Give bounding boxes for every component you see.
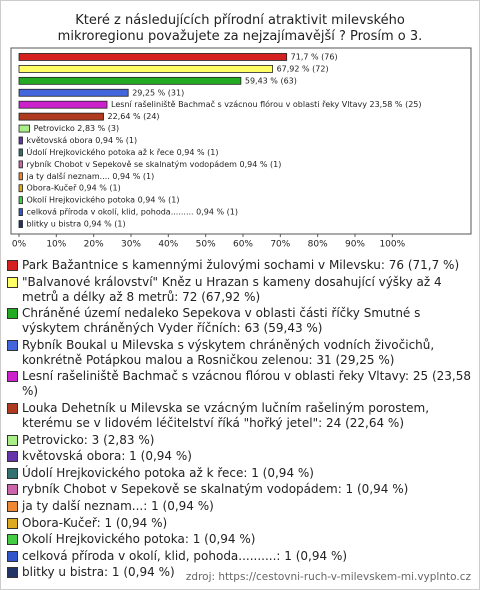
- value-label: 71,7 % (76): [291, 52, 338, 61]
- legend-label: Park Bažantnice s kamennými žulovými soc…: [22, 258, 460, 272]
- bar: [18, 88, 129, 97]
- legend-swatch: [7, 550, 18, 562]
- value-label: celková příroda v okolí, klid, pohoda...…: [27, 208, 238, 217]
- legend-label: blitky u bistra: 1 (0,94 %): [22, 565, 175, 580]
- legend-item: Lesní rašeliniště Bachmač s vzácnou flór…: [7, 369, 473, 399]
- bar: [18, 136, 23, 145]
- bar: [18, 172, 23, 181]
- legend-item: Louka Dehetník u Milevska se vzácným luč…: [7, 401, 473, 431]
- value-label: Údolí Hrejkovického potoka až k řece 0,9…: [27, 146, 219, 157]
- legend-label: celková příroda v okolí, klid, pohoda...…: [22, 548, 348, 563]
- x-tick-label: 60%: [233, 240, 253, 250]
- legend-label: rybník Chobot v Sepekově se skalnatým vo…: [22, 482, 409, 497]
- x-tick-label: 80%: [308, 240, 328, 250]
- legend-label: květovská obora: 1 (0,94 %): [22, 449, 192, 464]
- bar: [18, 124, 30, 133]
- legend-swatch: [7, 276, 18, 288]
- bar: [18, 53, 288, 61]
- legend-swatch: [7, 434, 18, 446]
- legend-item: rybník Chobot v Sepekově se skalnatým vo…: [7, 482, 473, 497]
- chart: 0% 10% 20% 30% 40% 50% 60% 70% 80% 90% 100% 71,7 % …: [10, 47, 472, 250]
- x-tick-label: 40%: [158, 240, 178, 250]
- legend-swatch: [7, 467, 18, 479]
- legend-label: Údolí Hrejkovického potoka až k řece: 1 …: [22, 465, 314, 480]
- x-tick-label: 10%: [46, 240, 66, 250]
- legend-label: ja ty další neznam...: 1 (0,94 %): [22, 498, 214, 513]
- x-tick-label: 20%: [84, 240, 104, 250]
- value-label: Lesní rašeliniště Bachmač s vzácnou flór…: [111, 99, 421, 109]
- value-label: Obora-Kučeř 0,94 % (1): [27, 183, 121, 193]
- legend-swatch: [7, 484, 18, 496]
- source: zdroj: https://cestovni-ruch-v-milevskem…: [185, 571, 471, 583]
- value-label: Okolí Hrejkovického potoka 0,94 % (1): [27, 195, 180, 205]
- value-label: blitky u bistra 0,94 % (1): [27, 220, 126, 229]
- legend-swatch: [7, 517, 18, 529]
- legend-label: Lesní rašeliniště Bachmač s vzácnou flór…: [22, 369, 471, 399]
- legend-item: Petrovicko: 3 (2,83 %): [7, 433, 473, 448]
- value-label: 29,25 % (31): [132, 88, 184, 97]
- value-label: květovská obora 0,94 % (1): [27, 136, 138, 145]
- x-tick-label: 90%: [345, 240, 365, 250]
- bar: [18, 208, 23, 217]
- value-label: 59,43 % (63): [245, 76, 297, 85]
- legend-swatch: [7, 402, 18, 414]
- legend-swatch: [7, 371, 18, 383]
- bar: [18, 112, 104, 121]
- legend-item: Okolí Hrejkovického potoka: 1 (0,94 %): [7, 532, 473, 547]
- legend-item: "Balvanové království" Kněz u Hrazan s k…: [7, 275, 473, 305]
- legend-swatch: [7, 339, 18, 351]
- bar: [18, 160, 23, 169]
- bar: [18, 65, 273, 73]
- x-tick-label: 100%: [379, 240, 405, 250]
- legend-label: Rybník Boukal u Milevska s výskytem chrá…: [22, 337, 435, 367]
- x-tick-label: 30%: [121, 240, 141, 250]
- legend-item: Rybník Boukal u Milevska s výskytem chrá…: [7, 338, 473, 368]
- legend-item: blitky u bistra: 1 (0,94 %): [7, 565, 473, 580]
- value-label: rybník Chobot v Sepekově se skalnatým vo…: [27, 160, 282, 169]
- legend-item: Chráněné území nedaleko Sepekova v oblas…: [7, 306, 473, 336]
- legend-item: celková příroda v okolí, klid, pohoda...…: [7, 549, 473, 564]
- chart-title: Které z následujících přírodní atraktivi…: [57, 13, 423, 44]
- legend-swatch: [7, 534, 18, 546]
- legend-item: ja ty další neznam...: 1 (0,94 %): [7, 499, 473, 514]
- legend-label: Chráněné území nedaleko Sepekova v oblas…: [22, 306, 421, 336]
- x-tick-label: 50%: [196, 240, 216, 250]
- legend-item: Park Bažantnice s kamennými žulovými soc…: [7, 258, 473, 273]
- legend-label: Okolí Hrejkovického potoka: 1 (0,94 %): [22, 532, 256, 547]
- x-tick-label: 70%: [270, 240, 290, 250]
- legend-label: "Balvanové království" Kněz u Hrazan s k…: [22, 274, 442, 304]
- bar: [18, 196, 23, 205]
- x-tick-label: 0%: [12, 240, 27, 250]
- legend-swatch: [7, 308, 18, 320]
- legend-swatch: [7, 260, 18, 271]
- legend-swatch: [7, 451, 18, 463]
- value-label: ja ty další neznam.... 0,94 % (1): [26, 171, 155, 181]
- value-label: 67,92 % (72): [277, 64, 329, 73]
- bar: [18, 184, 23, 193]
- legend-item: Obora-Kučeř: 1 (0,94 %): [7, 516, 473, 531]
- bar: [18, 100, 108, 109]
- legend-label: Louka Dehetník u Milevska se vzácným luč…: [22, 400, 430, 430]
- legend-label: Petrovicko: 3 (2,83 %): [22, 432, 155, 447]
- legend-swatch: [7, 500, 18, 512]
- legend-item: Údolí Hrejkovického potoka až k řece: 1 …: [7, 466, 473, 481]
- bar: [18, 76, 242, 85]
- bar: [18, 220, 23, 228]
- legend-swatch: [7, 567, 18, 579]
- legend-item: květovská obora: 1 (0,94 %): [7, 449, 473, 464]
- bar: [18, 148, 23, 157]
- value-label: Petrovicko 2,83 % (3): [34, 124, 120, 133]
- legend: Park Bažantnice s kamennými žulovými soc…: [7, 258, 473, 582]
- value-label: 22,64 % (24): [108, 112, 160, 121]
- legend-label: Obora-Kučeř: 1 (0,94 %): [22, 515, 168, 530]
